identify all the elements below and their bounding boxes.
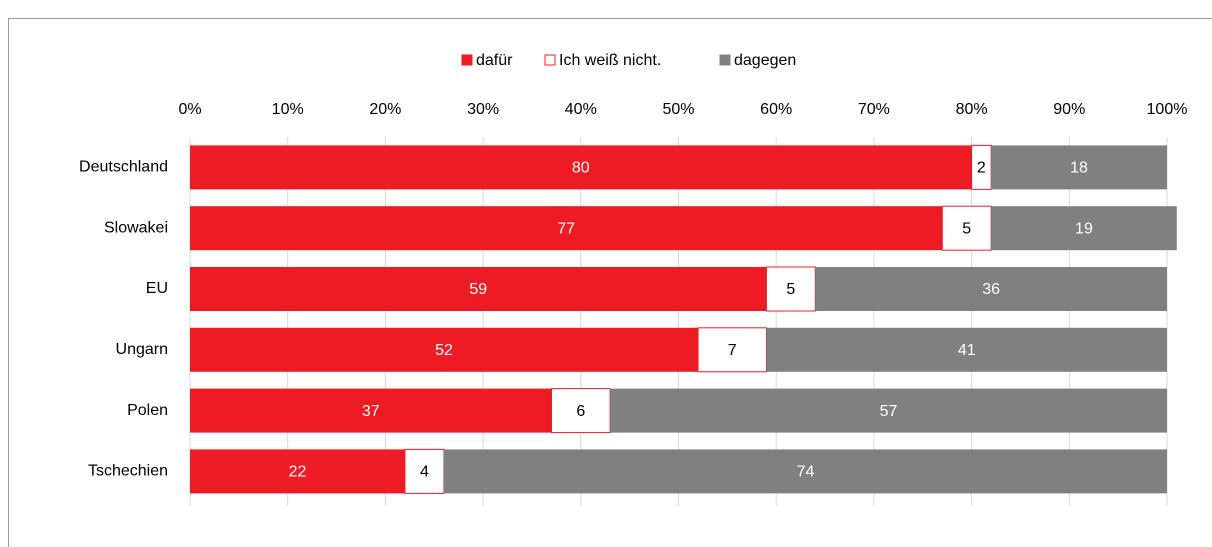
bar [444,449,1167,494]
data-label: 80 [572,160,590,177]
bar [190,388,552,433]
data-label: 6 [576,403,585,420]
bar [991,206,1177,251]
data-label: 4 [420,464,429,481]
x-tick-label: 30% [467,101,499,118]
bar [971,144,992,190]
legend-swatch [544,54,556,66]
data-label: 74 [797,464,815,481]
y-tick-label: Deutschland [79,159,168,176]
bar [190,327,699,372]
bar [610,388,1167,433]
bar [404,448,445,494]
x-tick-label: 70% [858,101,890,118]
data-label: 52 [435,342,453,359]
data-label: 59 [469,281,487,298]
x-tick-label: 40% [565,101,597,118]
bar [766,327,1167,372]
legend-label: dafür [476,52,513,69]
data-label: 77 [557,220,575,237]
y-tick-label: Tschechien [88,463,168,480]
bar [815,267,1167,311]
x-tick-label: 60% [760,101,792,118]
frame [8,18,1212,547]
data-label: 57 [880,403,898,420]
x-tick-label: 90% [1053,101,1085,118]
bar [991,145,1167,190]
y-tick-label: Ungarn [116,341,168,358]
legend-swatch [461,54,473,66]
data-label: 18 [1070,160,1088,177]
x-tick-label: 10% [272,101,304,118]
data-label: 41 [958,342,976,359]
x-tick-label: 100% [1147,101,1188,118]
x-tick-label: 0% [178,101,201,118]
x-tick-label: 50% [662,101,694,118]
data-label: 5 [786,281,795,298]
data-label: 5 [962,220,971,237]
data-label: 2 [977,160,986,177]
x-tick-label: 80% [956,101,988,118]
data-label: 7 [728,342,737,359]
bar [190,267,767,311]
y-tick-label: Slowakei [104,219,168,236]
bar [697,327,767,373]
data-label: 19 [1075,220,1093,237]
bar [190,449,405,494]
data-label: 22 [289,464,307,481]
y-tick-label: EU [146,280,168,297]
legend-swatch [719,54,731,66]
x-tick-label: 20% [369,101,401,118]
data-label: 36 [982,281,1000,298]
y-tick-label: Polen [127,402,168,419]
bar [941,205,992,251]
bar [190,206,943,251]
legend-label: Ich weiß nicht. [559,52,661,69]
bar [765,266,816,312]
legend-label: dagegen [734,52,796,69]
bar [190,145,972,190]
data-label: 37 [362,403,380,420]
